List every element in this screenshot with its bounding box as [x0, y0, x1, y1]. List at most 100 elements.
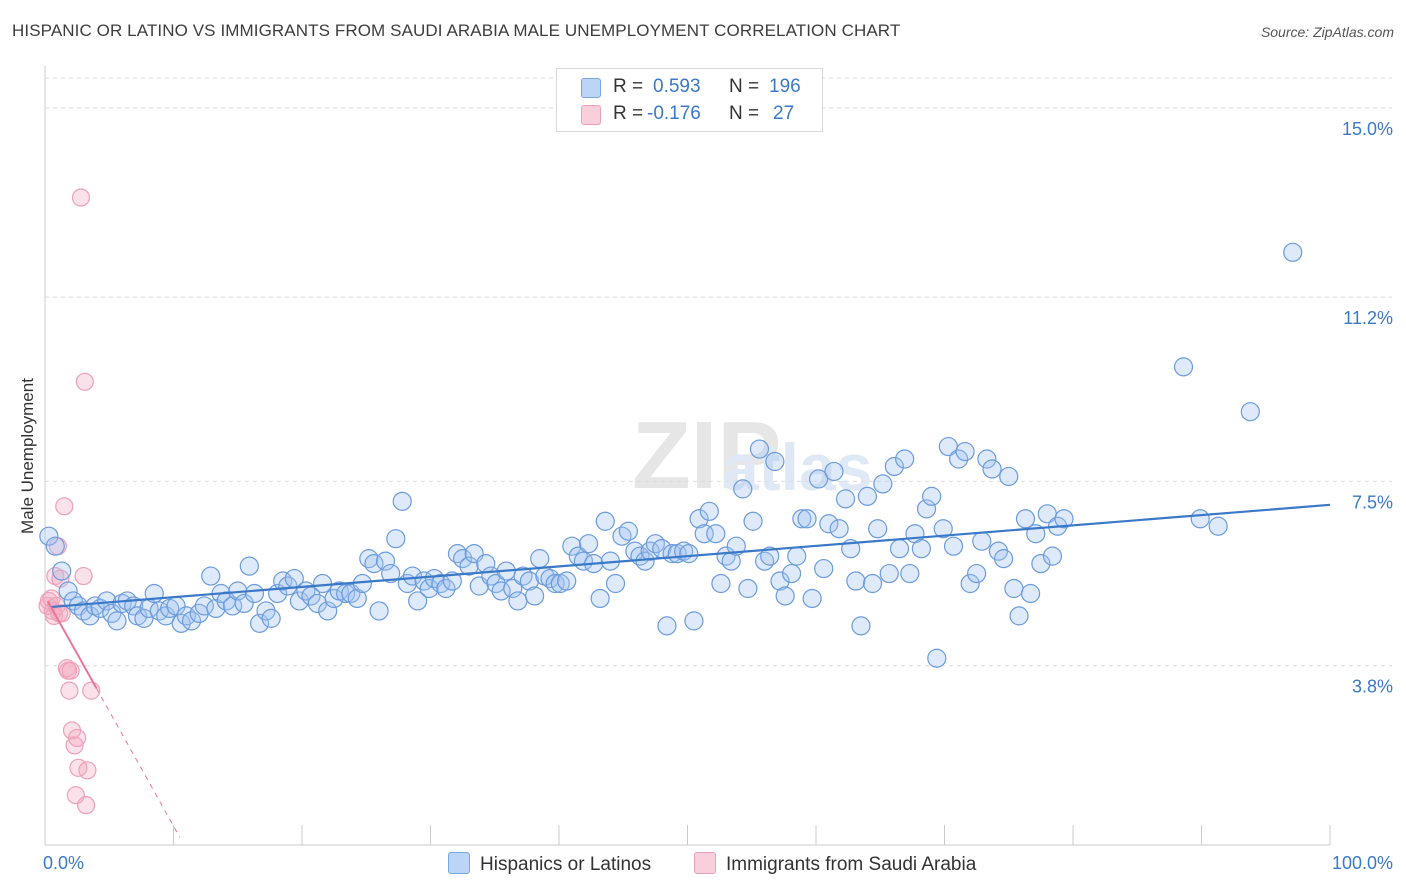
- data-point-hispanic: [80, 606, 100, 626]
- data-point-saudi: [65, 736, 84, 755]
- data-point-hispanic: [58, 581, 78, 601]
- tick-labels: 3.8% 7.5% 11.2% 15.0% 0.0% 100.0%: [43, 119, 1393, 873]
- data-point-hispanic: [699, 501, 719, 521]
- data-point-hispanic: [1190, 509, 1210, 529]
- data-point-saudi: [68, 728, 87, 748]
- data-point-hispanic: [375, 551, 396, 571]
- data-point-hispanic: [1283, 242, 1303, 262]
- data-point-hispanic: [775, 586, 795, 606]
- data-point-hispanic: [107, 611, 127, 631]
- legend-label-hispanic: Hispanics or Latinos: [480, 854, 652, 875]
- data-point-hispanic: [318, 601, 338, 621]
- data-point-hispanic: [889, 539, 910, 559]
- data-point-hispanic: [261, 608, 281, 628]
- trend-line-saudi-extended: [95, 687, 181, 838]
- data-point-hispanic: [792, 509, 812, 529]
- data-point-hispanic: [726, 536, 746, 556]
- data-point-hispanic: [857, 486, 878, 506]
- data-point-hispanic: [829, 519, 849, 539]
- data-point-hispanic: [749, 439, 770, 459]
- data-point-hispanic: [943, 536, 964, 556]
- data-point-hispanic: [519, 571, 540, 591]
- data-point-hispanic: [39, 526, 59, 546]
- data-point-hispanic: [824, 461, 844, 482]
- legend-r-value: -0.176: [647, 103, 701, 124]
- data-point-hispanic: [545, 573, 565, 594]
- data-point-hispanic: [706, 524, 726, 544]
- data-point-hispanic: [955, 441, 975, 462]
- data-point-hispanic: [972, 531, 992, 551]
- data-point-hispanic: [491, 581, 511, 601]
- data-point-hispanic: [181, 611, 202, 631]
- data-point-saudi: [74, 566, 93, 586]
- legend-swatch-pink: [581, 105, 601, 125]
- data-point-saudi: [60, 681, 79, 700]
- data-point-hispanic: [760, 546, 780, 566]
- data-point-hispanic: [835, 489, 856, 509]
- legend-r-label: R =: [613, 103, 644, 124]
- data-point-hispanic: [802, 588, 822, 609]
- data-point-hispanic: [45, 536, 65, 556]
- data-point-hispanic: [85, 596, 105, 616]
- source-label: Source: ZipAtlas.com: [1260, 24, 1394, 40]
- watermark-atlas: atlas: [722, 430, 872, 504]
- data-point-hispanic: [808, 469, 829, 489]
- data-point-hispanic: [392, 491, 412, 511]
- data-point-hispanic: [52, 561, 72, 581]
- y-axis-label: Male Unemployment: [18, 378, 37, 534]
- trend-lines: [46, 503, 1331, 838]
- data-point-saudi: [78, 761, 97, 780]
- data-point-hispanic: [967, 563, 987, 584]
- data-point-hispanic: [862, 573, 883, 594]
- x-tick-label: 0.0%: [43, 853, 84, 873]
- data-point-hispanic: [994, 549, 1014, 569]
- data-point-hispanic: [578, 534, 599, 554]
- data-point-hispanic: [249, 613, 270, 633]
- axes: [44, 66, 1331, 846]
- data-point-hispanic: [884, 456, 904, 477]
- data-point-hispanic: [134, 608, 154, 628]
- data-point-hispanic: [645, 534, 665, 554]
- data-point-hispanic: [369, 601, 389, 621]
- data-point-hispanic: [689, 509, 709, 529]
- y-tick-label: 11.2%: [1343, 308, 1393, 328]
- data-point-hispanic: [927, 648, 947, 668]
- data-point-hispanic: [402, 566, 423, 586]
- legend-r-value: 0.593: [653, 76, 701, 97]
- data-point-hispanic: [278, 576, 298, 596]
- data-point-hispanic: [781, 563, 802, 584]
- data-point-hispanic: [1009, 606, 1029, 626]
- data-point-hispanic: [436, 578, 456, 599]
- trend-line-hispanic: [51, 503, 1331, 609]
- data-point-hispanic: [765, 451, 785, 472]
- data-point-hispanic: [364, 554, 384, 574]
- legend-swatch-blue: [448, 852, 470, 874]
- y-tick-label: 7.5%: [1352, 492, 1393, 512]
- data-point-hispanic: [657, 616, 677, 636]
- data-point-hispanic: [347, 588, 367, 609]
- data-point-hispanic: [743, 511, 763, 531]
- data-point-saudi: [61, 661, 80, 680]
- data-point-hispanic: [312, 573, 333, 594]
- data-point-hispanic: [459, 556, 479, 576]
- trend-line-saudi: [46, 600, 98, 689]
- data-point-hispanic: [1015, 509, 1036, 529]
- chart-title: HISPANIC OR LATINO VS IMMIGRANTS FROM SA…: [12, 21, 901, 40]
- data-point-hispanic: [770, 571, 790, 591]
- data-point-saudi: [71, 188, 91, 207]
- data-point-hispanic: [900, 563, 920, 584]
- data-point-hispanic: [73, 601, 94, 621]
- data-point-hispanic: [787, 546, 807, 566]
- data-point-hispanic: [112, 593, 132, 614]
- data-point-hispanic: [503, 578, 523, 599]
- legend-swatch-blue: [581, 78, 601, 98]
- data-point-hispanic: [508, 591, 528, 611]
- data-point-hispanic: [530, 549, 550, 569]
- data-point-hispanic: [513, 566, 533, 586]
- data-point-hispanic: [590, 588, 610, 609]
- data-point-hispanic: [223, 596, 243, 616]
- data-point-hispanic: [911, 539, 931, 559]
- data-point-hispanic: [1240, 402, 1260, 422]
- y-tick-label: 15.0%: [1342, 119, 1393, 139]
